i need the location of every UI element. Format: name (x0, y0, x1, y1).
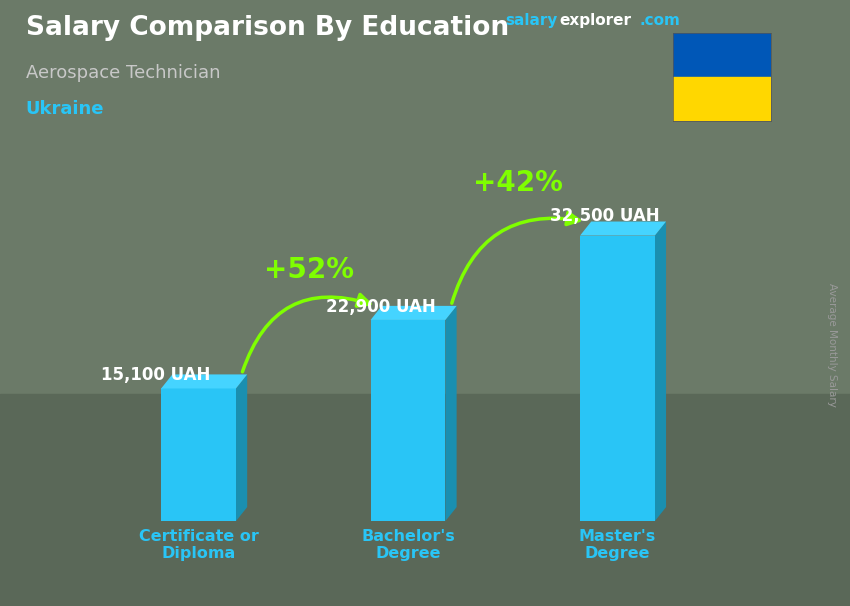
Polygon shape (236, 375, 247, 521)
Text: Master's
Degree: Master's Degree (579, 529, 656, 561)
Bar (673, 33, 771, 77)
Polygon shape (580, 222, 666, 236)
Text: salary: salary (506, 13, 558, 28)
Text: 15,100 UAH: 15,100 UAH (101, 366, 211, 384)
Text: Aerospace Technician: Aerospace Technician (26, 64, 220, 82)
Bar (0, 0, 850, 394)
Text: 32,500 UAH: 32,500 UAH (550, 207, 660, 225)
Text: +42%: +42% (473, 169, 564, 197)
Text: .com: .com (639, 13, 680, 28)
Bar (673, 77, 771, 121)
Text: +52%: +52% (264, 256, 354, 284)
Text: 22,900 UAH: 22,900 UAH (326, 298, 435, 316)
Polygon shape (162, 375, 247, 388)
Bar (371, 320, 445, 521)
Text: Certificate or
Diploma: Certificate or Diploma (139, 529, 258, 561)
Polygon shape (371, 306, 456, 320)
Text: Ukraine: Ukraine (26, 100, 104, 118)
Text: Average Monthly Salary: Average Monthly Salary (827, 284, 837, 407)
Bar (162, 388, 236, 521)
Polygon shape (445, 306, 456, 521)
Text: explorer: explorer (559, 13, 632, 28)
Bar (580, 236, 654, 521)
Bar (0, 394, 850, 606)
Text: Salary Comparison By Education: Salary Comparison By Education (26, 15, 508, 41)
Polygon shape (654, 222, 666, 521)
FancyArrowPatch shape (242, 295, 370, 372)
Text: Bachelor's
Degree: Bachelor's Degree (361, 529, 455, 561)
FancyArrowPatch shape (452, 213, 579, 303)
